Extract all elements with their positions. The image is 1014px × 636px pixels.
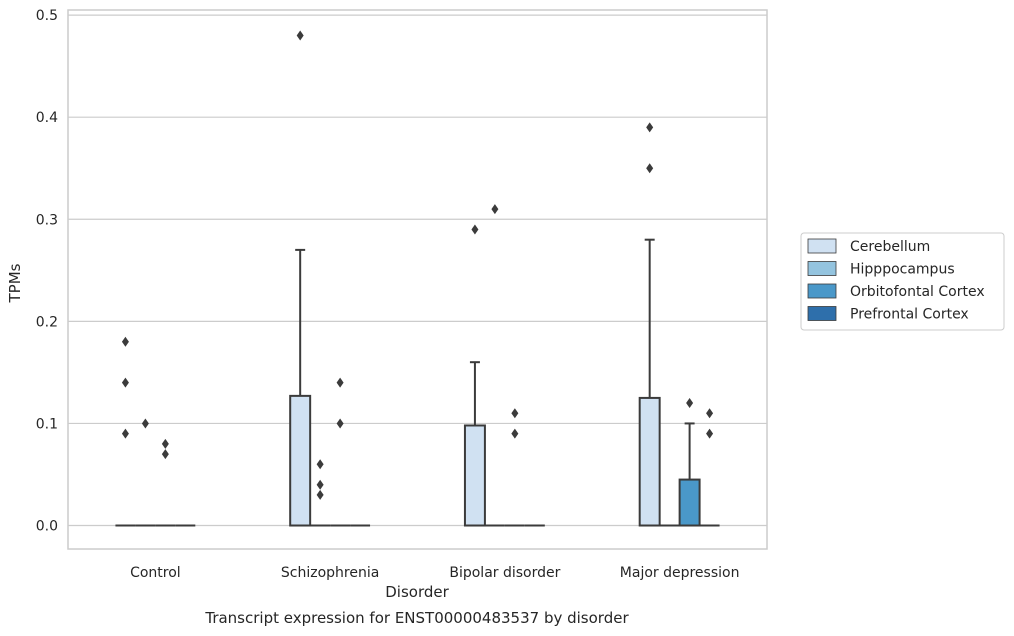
legend: Cerebellum Hipppocampus Orbitofontal Corte…	[800, 232, 1005, 331]
grid-layer	[68, 14, 767, 527]
outlier-point	[336, 377, 344, 388]
outlier-point	[121, 336, 129, 347]
x-tick-labels: Control Schizophrenia Bipolar disorder Majo…	[130, 565, 739, 581]
box-orbitofontal-cortex	[155, 438, 176, 527]
outlier-point	[511, 408, 519, 419]
outlier-point	[706, 428, 714, 439]
box-body	[463, 424, 486, 527]
plot-frame	[67, 9, 768, 550]
box-orbitofontal-cortex	[678, 398, 701, 527]
box-prefrontal-cortex	[699, 408, 720, 527]
legend-frame	[800, 232, 1005, 331]
outlier-point	[161, 438, 169, 449]
outlier-point	[141, 418, 149, 429]
outlier-point	[121, 377, 129, 388]
x-tick-label: Schizophrenia	[281, 565, 379, 581]
outlier-point	[121, 428, 129, 439]
box-cerebellum	[638, 122, 661, 527]
box-hipppocampus	[484, 204, 505, 527]
box-orbitofontal-cortex	[504, 408, 525, 527]
outlier-point	[316, 489, 324, 500]
y-tick-label: 0.4	[36, 110, 58, 126]
box-body	[678, 478, 701, 527]
legend-swatch	[807, 283, 837, 299]
y-tick-labels: 0.0 0.1 0.2 0.3 0.4 0.5	[36, 8, 58, 534]
y-tick-label: 0.0	[36, 519, 58, 535]
outlier-point	[706, 408, 714, 419]
outlier-point	[161, 449, 169, 460]
outlier-point	[646, 163, 654, 174]
box-hipppocampus	[310, 459, 331, 527]
x-tick-label: Control	[130, 565, 181, 581]
x-tick-label: Bipolar disorder	[449, 565, 560, 581]
legend-label: Orbitofontal Cortex	[850, 284, 985, 300]
legend-swatch	[807, 306, 837, 321]
x-tick-label: Major depression	[620, 565, 740, 581]
x-axis-label: Disorder	[385, 583, 449, 601]
legend-label: Prefrontal Cortex	[850, 307, 969, 323]
y-tick-label: 0.2	[36, 314, 58, 330]
box-cerebellum	[115, 336, 136, 527]
outlier-point	[686, 398, 694, 409]
box-layer	[115, 30, 720, 527]
box-hipppocampus	[135, 418, 156, 527]
box-cerebellum	[463, 224, 486, 527]
y-tick-label: 0.5	[36, 8, 58, 24]
box-orbitofontal-cortex	[330, 377, 351, 527]
box-body	[289, 394, 312, 527]
box-body	[638, 396, 661, 527]
y-tick-label: 0.1	[36, 416, 58, 432]
box-cerebellum	[289, 30, 312, 527]
outlier-point	[336, 418, 344, 429]
outlier-point	[471, 224, 479, 235]
outlier-point	[491, 204, 499, 215]
legend-label: Cerebellum	[850, 239, 930, 255]
chart-caption: Transcript expression for ENST0000048353…	[204, 609, 629, 627]
y-axis-label: TPMs	[6, 263, 24, 303]
outlier-point	[646, 122, 654, 133]
outlier-point	[296, 30, 304, 41]
outlier-point	[316, 459, 324, 470]
outlier-point	[316, 479, 324, 490]
legend-swatch	[807, 261, 837, 276]
outlier-point	[511, 428, 519, 439]
legend-label: Hipppocampus	[850, 262, 955, 278]
legend-swatch	[807, 238, 837, 254]
y-tick-label: 0.3	[36, 212, 58, 228]
